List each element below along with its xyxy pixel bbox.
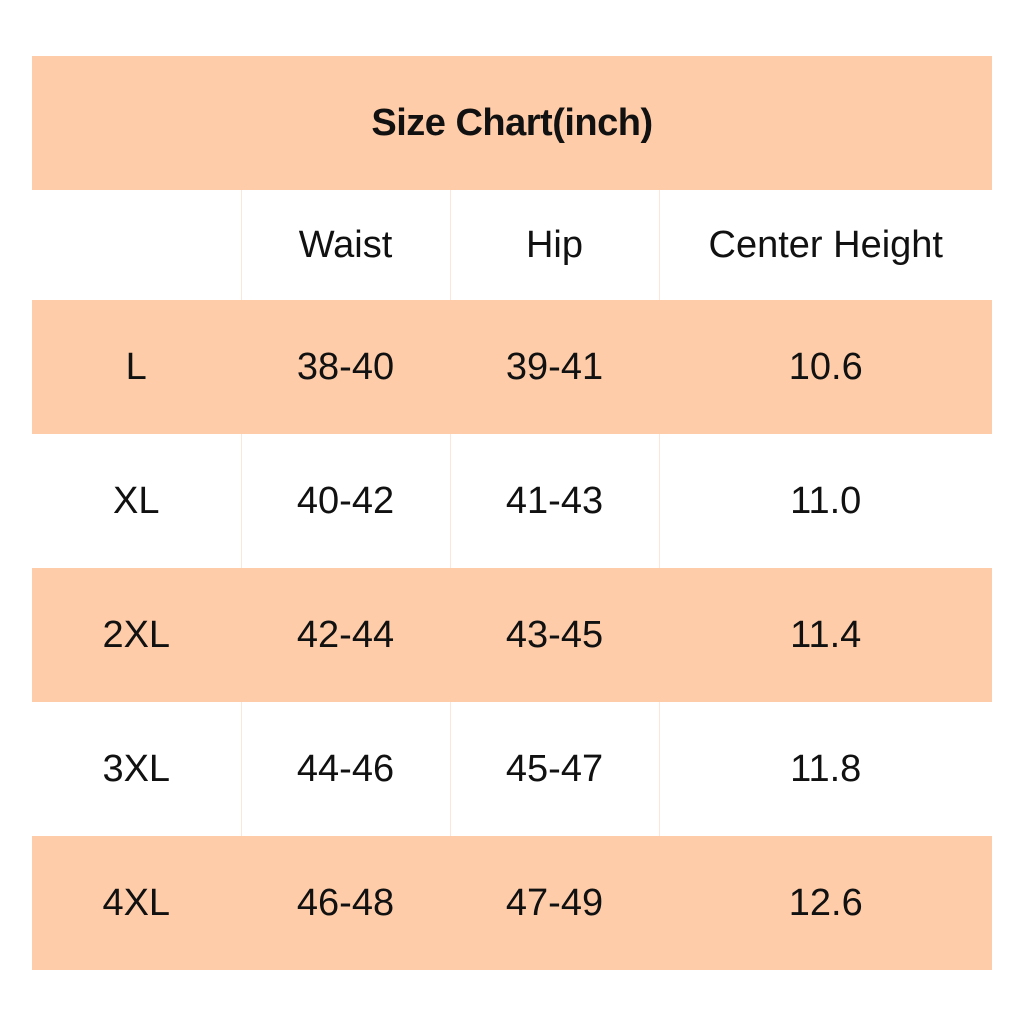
- hip-cell: 47-49: [449, 836, 659, 970]
- hip-cell: 39-41: [449, 300, 659, 434]
- waist-cell: 42-44: [240, 568, 450, 702]
- table-row: 3XL 44-46 45-47 11.8: [32, 702, 992, 836]
- center-height-cell: 11.0: [658, 434, 992, 568]
- size-chart-table: Size Chart(inch) Waist Hip Center Height…: [32, 56, 992, 970]
- table-row: 4XL 46-48 47-49 12.6: [32, 836, 992, 970]
- center-height-cell: 12.6: [658, 836, 992, 970]
- title-row: Size Chart(inch): [32, 56, 992, 190]
- center-height-cell: 11.4: [658, 568, 992, 702]
- size-cell: 4XL: [102, 881, 171, 924]
- header-cell-waist: Waist: [240, 190, 450, 300]
- chart-title: Size Chart(inch): [371, 101, 653, 144]
- center-height-cell: 11.8: [658, 702, 992, 836]
- hip-cell: 45-47: [449, 702, 659, 836]
- header-row: Waist Hip Center Height: [32, 190, 992, 300]
- hip-cell: 43-45: [449, 568, 659, 702]
- header-cell-center-height: Center Height: [658, 190, 992, 300]
- header-cell-hip: Hip: [449, 190, 659, 300]
- hip-cell: 41-43: [449, 434, 659, 568]
- header-cell-blank: [32, 190, 241, 300]
- table-row: 2XL 42-44 43-45 11.4: [32, 568, 992, 702]
- center-height-cell: 10.6: [658, 300, 992, 434]
- waist-cell: 46-48: [240, 836, 450, 970]
- size-cell: XL: [113, 479, 160, 522]
- size-cell: L: [125, 345, 147, 388]
- waist-cell: 38-40: [240, 300, 450, 434]
- table-row: XL 40-42 41-43 11.0: [32, 434, 992, 568]
- size-cell: 3XL: [102, 747, 171, 790]
- waist-cell: 44-46: [240, 702, 450, 836]
- size-cell: 2XL: [102, 613, 171, 656]
- waist-cell: 40-42: [240, 434, 450, 568]
- table-row: L 38-40 39-41 10.6: [32, 300, 992, 434]
